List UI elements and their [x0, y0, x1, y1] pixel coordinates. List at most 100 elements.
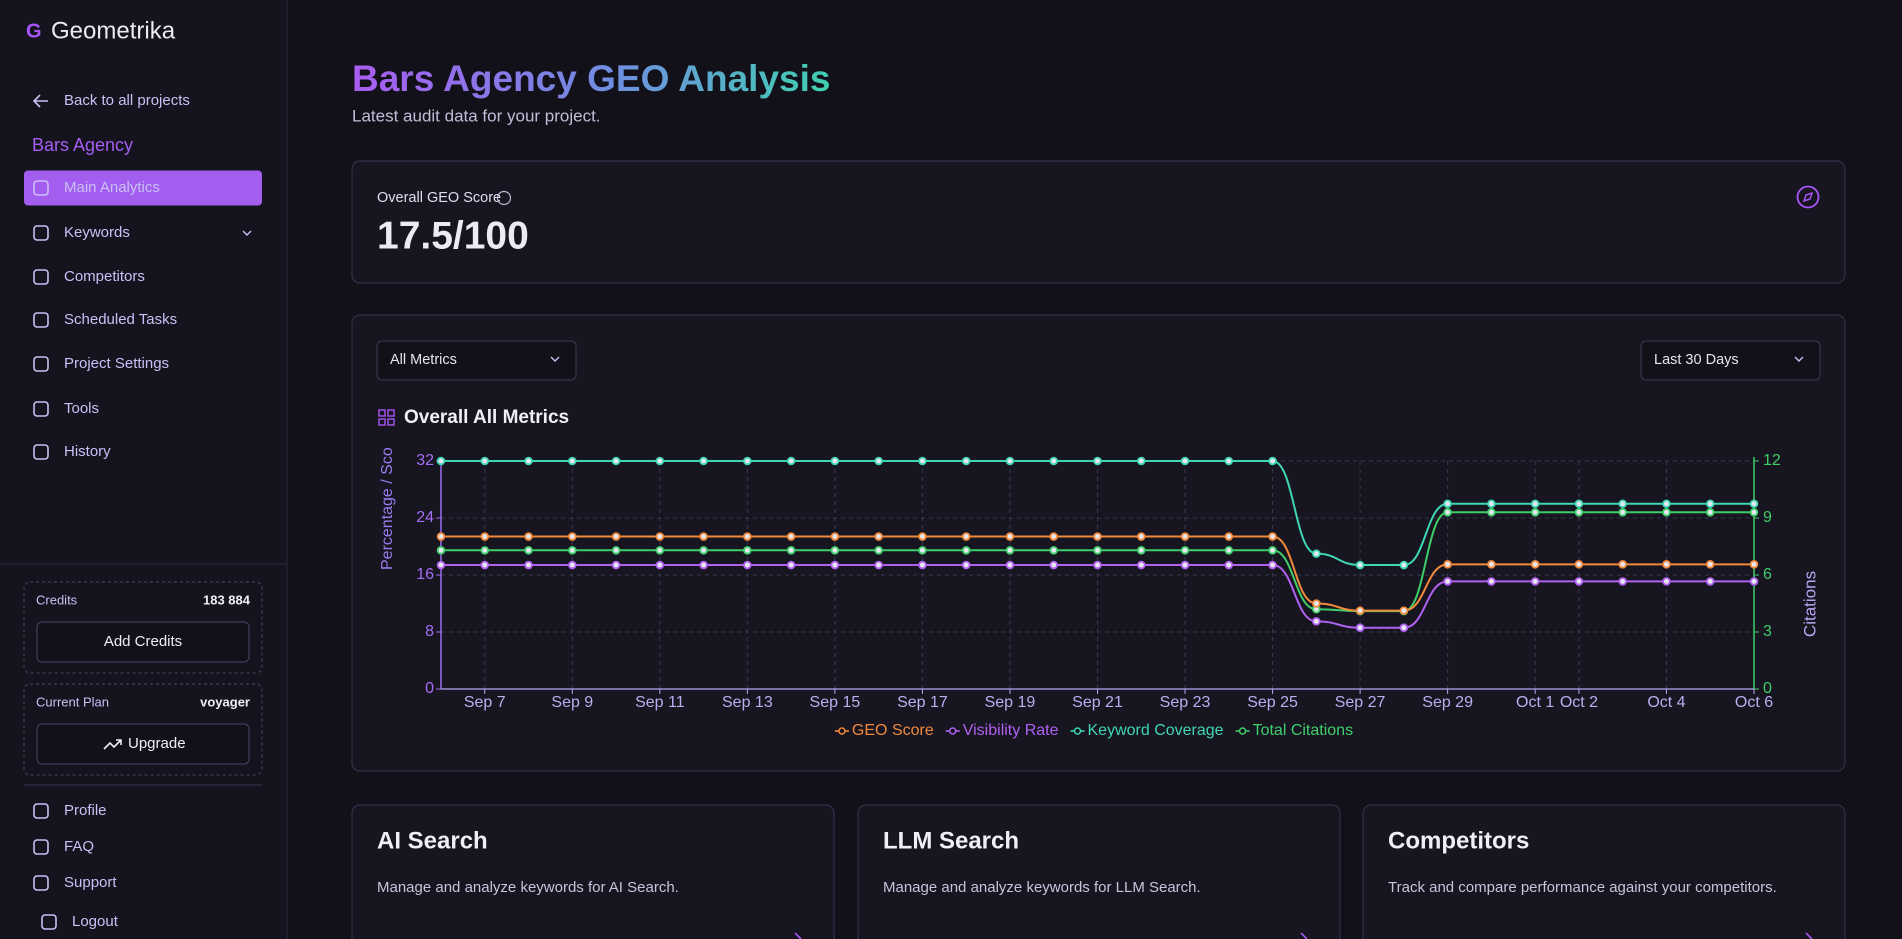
point: [1444, 578, 1451, 585]
legend-marker: [950, 728, 956, 734]
y2-axis-label: Citations: [1800, 571, 1819, 637]
nav-item[interactable]: Project Settings: [64, 355, 169, 372]
y2-tick-label: 12: [1763, 452, 1781, 469]
chart-title: Overall All Metrics: [404, 407, 569, 428]
point: [875, 458, 882, 465]
logo: Geometrika: [51, 17, 176, 44]
x-tick-label: Sep 19: [985, 694, 1036, 711]
y2-tick-label: 6: [1763, 566, 1772, 583]
point: [875, 533, 882, 540]
point: [569, 562, 576, 569]
point: [963, 533, 970, 540]
point: [1663, 509, 1670, 516]
range-select-label[interactable]: Last 30 Days: [1654, 352, 1739, 368]
y-label-clip: Percentage / Score: [379, 433, 396, 570]
nav-item[interactable]: Scheduled Tasks: [64, 311, 177, 328]
point: [1269, 547, 1276, 554]
card-title: AI Search: [377, 827, 488, 854]
nav-item[interactable]: Support: [64, 874, 117, 891]
point: [481, 533, 488, 540]
point: [1444, 509, 1451, 516]
card-description: Track and compare performance against yo…: [1388, 879, 1777, 896]
x-tick-label: Oct 6: [1735, 694, 1773, 711]
legend-label[interactable]: Visibility Rate: [963, 722, 1059, 739]
legend-item[interactable]: Total Citations: [1236, 722, 1354, 739]
legend-label[interactable]: Total Citations: [1253, 722, 1354, 739]
point: [832, 458, 839, 465]
nav-item[interactable]: FAQ: [64, 838, 94, 855]
legend-item[interactable]: Keyword Coverage: [1070, 722, 1223, 739]
x-tick-label: Sep 25: [1247, 694, 1298, 711]
nav-item[interactable]: Profile: [64, 802, 107, 819]
nav-item[interactable]: Logout: [72, 913, 119, 930]
x-tick-label: Sep 15: [810, 694, 861, 711]
point: [438, 547, 445, 554]
y-tick-label: 0: [425, 680, 434, 697]
point: [481, 547, 488, 554]
point: [963, 547, 970, 554]
point: [569, 547, 576, 554]
score-value: 17.5/100: [377, 214, 529, 257]
point: [1751, 500, 1758, 507]
feature-card[interactable]: [1363, 805, 1845, 939]
cards: AI SearchManage and analyze keywords for…: [352, 805, 1845, 939]
nav-item[interactable]: Main Analytics: [64, 179, 160, 196]
point: [744, 458, 751, 465]
point: [788, 547, 795, 554]
point: [656, 533, 663, 540]
point: [1619, 500, 1626, 507]
point: [438, 458, 445, 465]
point: [1488, 578, 1495, 585]
nav-item[interactable]: Competitors: [64, 268, 145, 285]
point: [875, 547, 882, 554]
point: [1751, 561, 1758, 568]
point: [1532, 500, 1539, 507]
legend-item[interactable]: Visibility Rate: [946, 722, 1059, 739]
point: [525, 458, 532, 465]
point: [481, 562, 488, 569]
upgrade-label[interactable]: Upgrade: [128, 735, 186, 752]
nav-item[interactable]: Tools: [64, 400, 99, 417]
point: [1357, 607, 1364, 614]
page-title: Bars Agency GEO Analysis: [352, 58, 830, 99]
y-tick-label: 24: [416, 509, 434, 526]
nav-item[interactable]: History: [64, 443, 111, 460]
point: [1488, 561, 1495, 568]
point: [1225, 533, 1232, 540]
point: [1094, 562, 1101, 569]
legend-label[interactable]: GEO Score: [852, 722, 934, 739]
point: [1313, 550, 1320, 557]
x-tick-label: Sep 17: [897, 694, 948, 711]
point: [1007, 562, 1014, 569]
credits-value: 183 884: [203, 592, 251, 607]
logo-mark: G: [26, 20, 42, 42]
y2-tick-label: 9: [1763, 509, 1772, 526]
point: [1751, 509, 1758, 516]
point: [919, 533, 926, 540]
point: [525, 533, 532, 540]
point: [1488, 500, 1495, 507]
x-tick-label: Sep 7: [464, 694, 506, 711]
point: [1225, 562, 1232, 569]
point: [1532, 578, 1539, 585]
feature-card[interactable]: [352, 805, 834, 939]
feature-card[interactable]: [858, 805, 1340, 939]
point: [1138, 533, 1145, 540]
legend-marker: [1240, 728, 1246, 734]
point: [1182, 458, 1189, 465]
point: [1400, 607, 1407, 614]
point: [1663, 500, 1670, 507]
point: [1269, 533, 1276, 540]
x-tick-label: Sep 11: [635, 694, 685, 711]
x-tick-label: Sep 21: [1072, 694, 1123, 711]
legend-label[interactable]: Keyword Coverage: [1087, 722, 1223, 739]
point: [1663, 578, 1670, 585]
x-tick-label: Oct 1: [1516, 694, 1554, 711]
add-credits-label[interactable]: Add Credits: [104, 633, 182, 650]
back-link[interactable]: Back to all projects: [64, 92, 190, 109]
nav-item[interactable]: Keywords: [64, 224, 130, 241]
x-tick-label: Oct 2: [1560, 694, 1598, 711]
metric-select-label[interactable]: All Metrics: [390, 352, 457, 368]
x-tick-label: Oct 4: [1647, 694, 1685, 711]
point: [525, 562, 532, 569]
